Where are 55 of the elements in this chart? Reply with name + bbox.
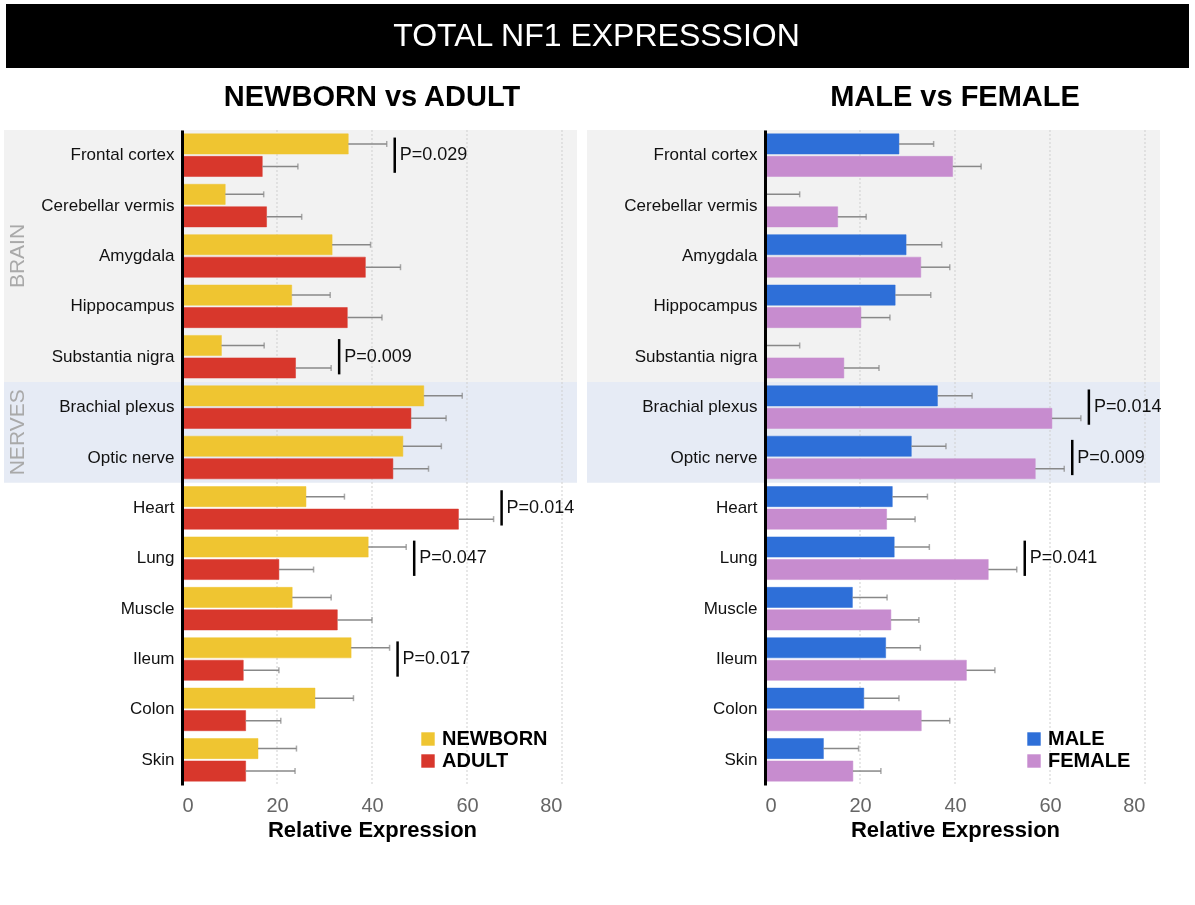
y-tick-label: Brachial plexus [59, 397, 175, 417]
y-tick-label: Frontal cortex [653, 145, 758, 165]
x-axis-title: Relative Expression [267, 816, 478, 842]
x-tick-label: 20 [849, 793, 872, 816]
y-tick-label: Lung [136, 548, 175, 568]
y-tick-label: Optic nerve [670, 447, 758, 467]
y-tick-label: Lung [719, 548, 758, 568]
legend-label: NEWBORN [442, 727, 548, 749]
x-tick-label: 0 [182, 793, 194, 816]
y-tick-label: Ileum [132, 649, 175, 669]
x-tick-label: 40 [361, 793, 384, 816]
annotation: P=0.009 [1077, 446, 1145, 467]
x-axis-title: Relative Expression [850, 816, 1061, 842]
annotation: P=0.014 [506, 496, 575, 517]
annotation: P=0.047 [419, 547, 487, 568]
y-tick-label: Brachial plexus [642, 397, 758, 417]
y-tick-label: Skin [141, 749, 175, 769]
y-tick-label: Substantia nigra [634, 346, 759, 366]
y-tick-label: Cerebellar vermis [41, 195, 175, 215]
x-tick-label: 80 [1123, 793, 1146, 816]
y-tick-label: Heart [132, 497, 175, 517]
annotation: P=0.014 [1093, 396, 1162, 417]
chart-title: NEWBORN vs ADULT [223, 79, 521, 112]
x-tick-label: 60 [1039, 793, 1062, 816]
y-tick-label: Cerebellar vermis [624, 195, 758, 215]
legend-label: ADULT [442, 749, 509, 771]
annotation: P=0.009 [344, 345, 412, 366]
y-tick-label: Frontal cortex [70, 145, 175, 165]
band-label: NERVES [5, 389, 28, 476]
x-tick-label: 60 [456, 793, 479, 816]
y-tick-label: Heart [715, 497, 758, 517]
x-tick-label: 20 [266, 793, 289, 816]
x-tick-label: 80 [540, 793, 563, 816]
y-tick-label: Muscle [703, 598, 758, 618]
y-tick-label: Hippocampus [70, 296, 175, 316]
chart-title: MALE vs FEMALE [830, 79, 1080, 112]
legend-label: FEMALE [1048, 749, 1131, 771]
y-tick-label: Amygdala [98, 245, 176, 265]
y-tick-label: Colon [130, 699, 175, 719]
y-tick-label: Muscle [120, 598, 175, 618]
legend-label: MALE [1048, 727, 1105, 749]
x-tick-label: 0 [765, 793, 777, 816]
annotation: P=0.041 [1029, 547, 1098, 568]
y-tick-label: Ileum [715, 649, 758, 669]
y-tick-label: Substantia nigra [51, 346, 176, 366]
y-tick-label: Colon [713, 699, 758, 719]
annotation: P=0.029 [399, 144, 468, 165]
annotation: P=0.017 [402, 648, 471, 669]
y-tick-label: Optic nerve [87, 447, 175, 467]
y-tick-label: Skin [724, 749, 758, 769]
y-tick-label: Hippocampus [653, 296, 758, 316]
x-tick-label: 40 [944, 793, 967, 816]
band-label: BRAIN [5, 223, 28, 289]
y-tick-label: Amygdala [681, 245, 759, 265]
text: TOTAL NF1 EXPRESSSION [393, 17, 800, 53]
